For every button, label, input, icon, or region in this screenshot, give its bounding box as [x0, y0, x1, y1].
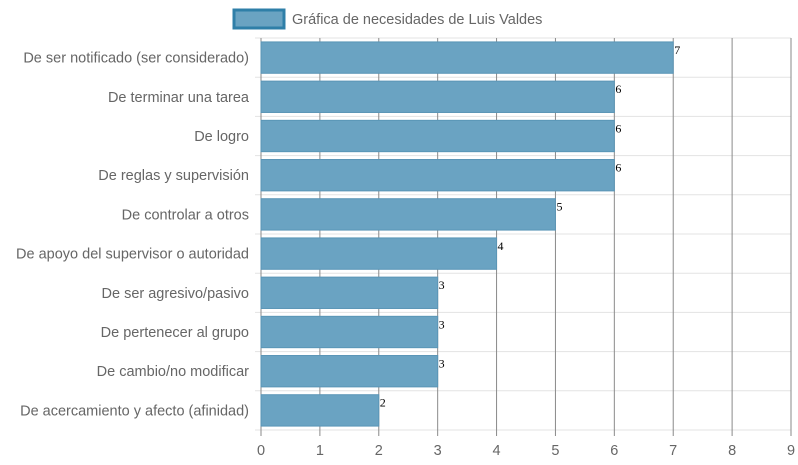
x-tick-label: 2 — [375, 443, 383, 459]
bar — [260, 159, 615, 192]
data-label: 7 — [674, 43, 680, 57]
data-label: 3 — [439, 317, 445, 331]
bar — [260, 41, 674, 74]
category-label: De cambio/no modificar — [97, 364, 249, 380]
data-label: 3 — [439, 278, 445, 292]
legend-label: Gráfica de necesidades de Luis Valdes — [292, 12, 542, 28]
category-label: De reglas y supervisión — [98, 168, 249, 184]
x-axis: 0 1 2 3 4 5 6 7 8 9 — [257, 443, 795, 459]
bar — [260, 276, 439, 309]
category-label: De terminar una tarea — [108, 90, 250, 106]
legend-swatch — [232, 8, 286, 30]
category-label: De logro — [194, 129, 249, 145]
x-tick-label: 0 — [257, 443, 265, 459]
bars — [260, 41, 674, 427]
data-label: 2 — [380, 396, 386, 410]
data-label: 6 — [615, 82, 621, 96]
x-tick-label: 3 — [434, 443, 442, 459]
x-tick-label: 5 — [551, 443, 559, 459]
category-label: De apoyo del supervisor o autoridad — [16, 247, 249, 263]
data-label: 6 — [615, 161, 621, 175]
bar — [260, 80, 615, 113]
legend: Gráfica de necesidades de Luis Valdes — [232, 8, 542, 30]
x-tick-label: 8 — [728, 443, 736, 459]
category-label: De acercamiento y afecto (afinidad) — [20, 403, 249, 419]
category-label: De ser agresivo/pasivo — [102, 286, 250, 302]
category-label: De pertenecer al grupo — [101, 325, 249, 341]
x-tick-label: 9 — [787, 443, 795, 459]
data-label: 5 — [556, 200, 562, 214]
x-tick-label: 7 — [669, 443, 677, 459]
bar — [260, 119, 615, 153]
bar — [260, 355, 439, 388]
bar — [260, 394, 380, 427]
bar — [260, 198, 556, 231]
x-tick-label: 4 — [493, 443, 501, 459]
data-label: 3 — [439, 357, 445, 371]
bar — [260, 315, 439, 349]
x-tick-label: 1 — [316, 443, 324, 459]
category-labels: De ser notificado (ser considerado) De te… — [16, 51, 250, 420]
bar — [260, 237, 498, 270]
data-labels: 7 6 6 6 5 4 3 3 3 2 — [380, 43, 680, 410]
category-label: De ser notificado (ser considerado) — [23, 51, 249, 67]
category-label: De controlar a otros — [122, 207, 249, 223]
data-label: 4 — [498, 239, 504, 253]
x-tick-label: 6 — [610, 443, 618, 459]
data-label: 6 — [615, 121, 621, 135]
